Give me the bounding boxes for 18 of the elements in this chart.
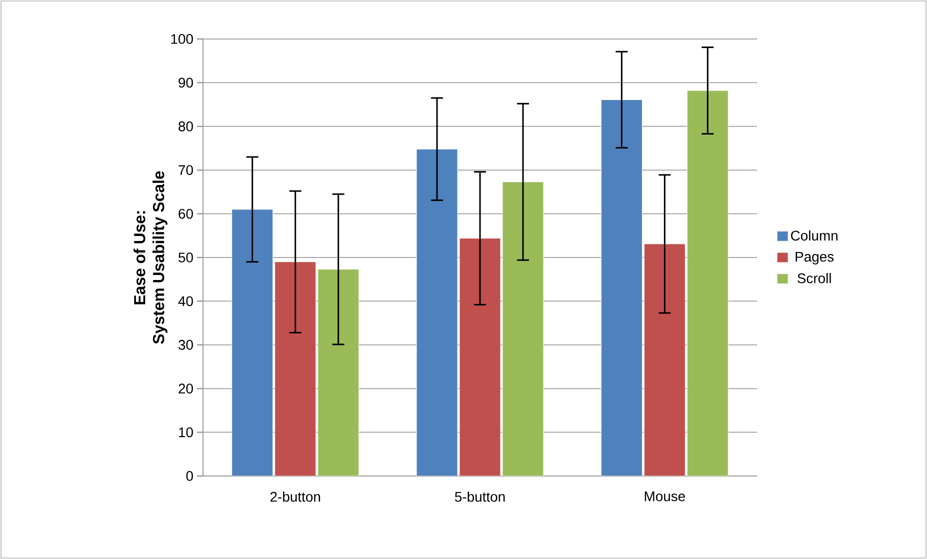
y-tick-label: 50 (178, 252, 193, 262)
y-tick-label: 10 (179, 427, 193, 438)
y-tick-label: 70 (178, 165, 193, 176)
y-tick-label: 100 (171, 34, 193, 44)
x-tick-label: Mouse (644, 492, 685, 502)
legend-label: Scroll (798, 272, 831, 284)
y-tick-label: 20 (178, 384, 193, 394)
y-tick-label: 60 (178, 208, 193, 219)
y-tick-label: 0 (186, 471, 193, 481)
y-tick-label: 90 (178, 78, 193, 88)
legend-label: Pages (796, 252, 834, 264)
x-tick-label: 5-button (454, 492, 505, 502)
y-tick-label: 30 (178, 340, 193, 350)
x-tick-label: 2-button (270, 492, 320, 502)
y-axis-title: Ease of Use: System Usability Scale (134, 171, 168, 344)
y-tick-label: 80 (178, 121, 193, 132)
y-tick-label: 40 (178, 296, 193, 306)
legend-label: Column (791, 230, 838, 241)
